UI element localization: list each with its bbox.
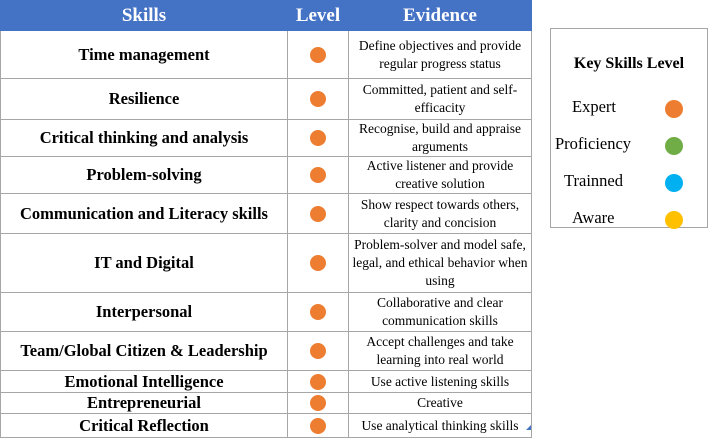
key-skills-level-legend: Key Skills Level Expert Proficiency Trai… (550, 28, 708, 230)
header-level: Level (287, 0, 349, 31)
table-row: Communication and Literacy skills Show re… (0, 193, 532, 234)
skill-name: Resilience (0, 78, 288, 120)
skill-name: IT and Digital (0, 233, 288, 293)
table-row: Critical thinking and analysis Recognise,… (0, 119, 532, 157)
level-dot (310, 205, 326, 222)
level-cell (287, 193, 349, 234)
skill-name: Time management (0, 30, 288, 79)
legend-dot (665, 211, 683, 229)
evidence-text: Use analytical thinking skills (361, 417, 519, 433)
header-skills: Skills (0, 0, 288, 31)
evidence-cell: Use active listening skills (348, 370, 532, 393)
legend-item-expert: Expert (551, 97, 707, 119)
skill-name: Entrepreneurial (0, 392, 288, 414)
level-cell (287, 292, 349, 332)
evidence-text: Recognise, build and appraise arguments (359, 121, 521, 154)
level-cell (287, 233, 349, 293)
skill-name: Team/Global Citizen & Leadership (0, 331, 288, 371)
legend-label: Trainned (564, 171, 623, 190)
evidence-text: Committed, patient and self-efficacity (362, 82, 518, 115)
evidence-cell: Committed, patient and self-efficacity (348, 78, 532, 120)
level-cell (287, 413, 349, 438)
legend-title: Key Skills Level (573, 55, 685, 72)
evidence-cell: Problem-solver and model safe, legal, an… (348, 233, 532, 293)
skill-name: Emotional Intelligence (0, 370, 288, 393)
table-row: Emotional Intelligence Use active listeni… (0, 370, 532, 393)
evidence-cell: Accept challenges and take learning into… (348, 331, 532, 371)
evidence-cell: Collaborative and clear communication sk… (348, 292, 532, 332)
evidence-text: Active listener and provide creative sol… (366, 158, 514, 191)
level-cell (287, 370, 349, 393)
evidence-text: Define objectives and provide regular pr… (358, 37, 522, 71)
table-row: Interpersonal Collaborative and clear com… (0, 292, 532, 332)
skill-name: Critical thinking and analysis (0, 119, 288, 157)
evidence-cell: Active listener and provide creative sol… (348, 156, 532, 194)
evidence-text: Use active listening skills (370, 373, 510, 389)
header-row: Skills Level Evidence (0, 0, 532, 31)
skill-name: Critical Reflection (0, 413, 288, 438)
legend-item-trainned: Trainned (551, 171, 707, 193)
evidence-text: Creative (417, 395, 463, 410)
evidence-text: Accept challenges and take learning into… (366, 334, 514, 367)
legend-label: Proficiency (555, 134, 632, 153)
evidence-cell: Define objectives and provide regular pr… (348, 30, 532, 79)
legend-label: Expert (572, 97, 616, 116)
level-cell (287, 392, 349, 414)
level-dot (310, 91, 326, 108)
evidence-cell: Use analytical thinking skills (348, 413, 532, 438)
legend-dot (665, 137, 683, 155)
skill-name: Problem-solving (0, 156, 288, 194)
skills-table: Skills Level Evidence Time management Def… (0, 0, 532, 438)
table-row: Resilience Committed, patient and self-ef… (0, 78, 532, 120)
level-cell (287, 30, 349, 79)
legend-item-aware: Aware (551, 208, 707, 230)
legend-dot (665, 100, 683, 118)
legend-item-proficiency: Proficiency (551, 134, 707, 156)
level-dot (310, 373, 326, 390)
level-dot (310, 46, 326, 63)
table-row: Time management Define objectives and pro… (0, 30, 532, 79)
level-cell (287, 119, 349, 157)
legend-label: Aware (572, 208, 615, 227)
table-row: Team/Global Citizen & Leadership Accept c… (0, 331, 532, 371)
evidence-cell: Show respect towards others, clarity and… (348, 193, 532, 234)
table-row: Critical Reflection Use analytical thinki… (0, 413, 532, 438)
level-dot (310, 343, 326, 360)
level-dot (310, 417, 326, 434)
evidence-cell: Recognise, build and appraise arguments (348, 119, 532, 157)
header-evidence: Evidence (348, 0, 532, 31)
level-dot (310, 304, 326, 321)
evidence-text: Show respect towards others, clarity and… (360, 196, 520, 230)
table-row: IT and Digital Problem-solver and model s… (0, 233, 532, 293)
level-dot (310, 167, 326, 184)
level-dot (310, 255, 326, 272)
level-cell (287, 156, 349, 194)
legend-dot (665, 174, 683, 192)
skill-name: Communication and Literacy skills (0, 193, 288, 234)
table-row: Problem-solving Active listener and provi… (0, 156, 532, 194)
level-dot (310, 395, 326, 412)
level-cell (287, 78, 349, 120)
table-row: Entrepreneurial Creative (0, 392, 532, 414)
level-cell (287, 331, 349, 371)
table-resize-handle[interactable] (526, 425, 531, 430)
level-dot (310, 130, 326, 147)
evidence-text: Problem-solver and model safe, legal, an… (352, 237, 528, 288)
skill-name: Interpersonal (0, 292, 288, 332)
evidence-text: Collaborative and clear communication sk… (377, 295, 503, 328)
evidence-cell: Creative (348, 392, 532, 414)
